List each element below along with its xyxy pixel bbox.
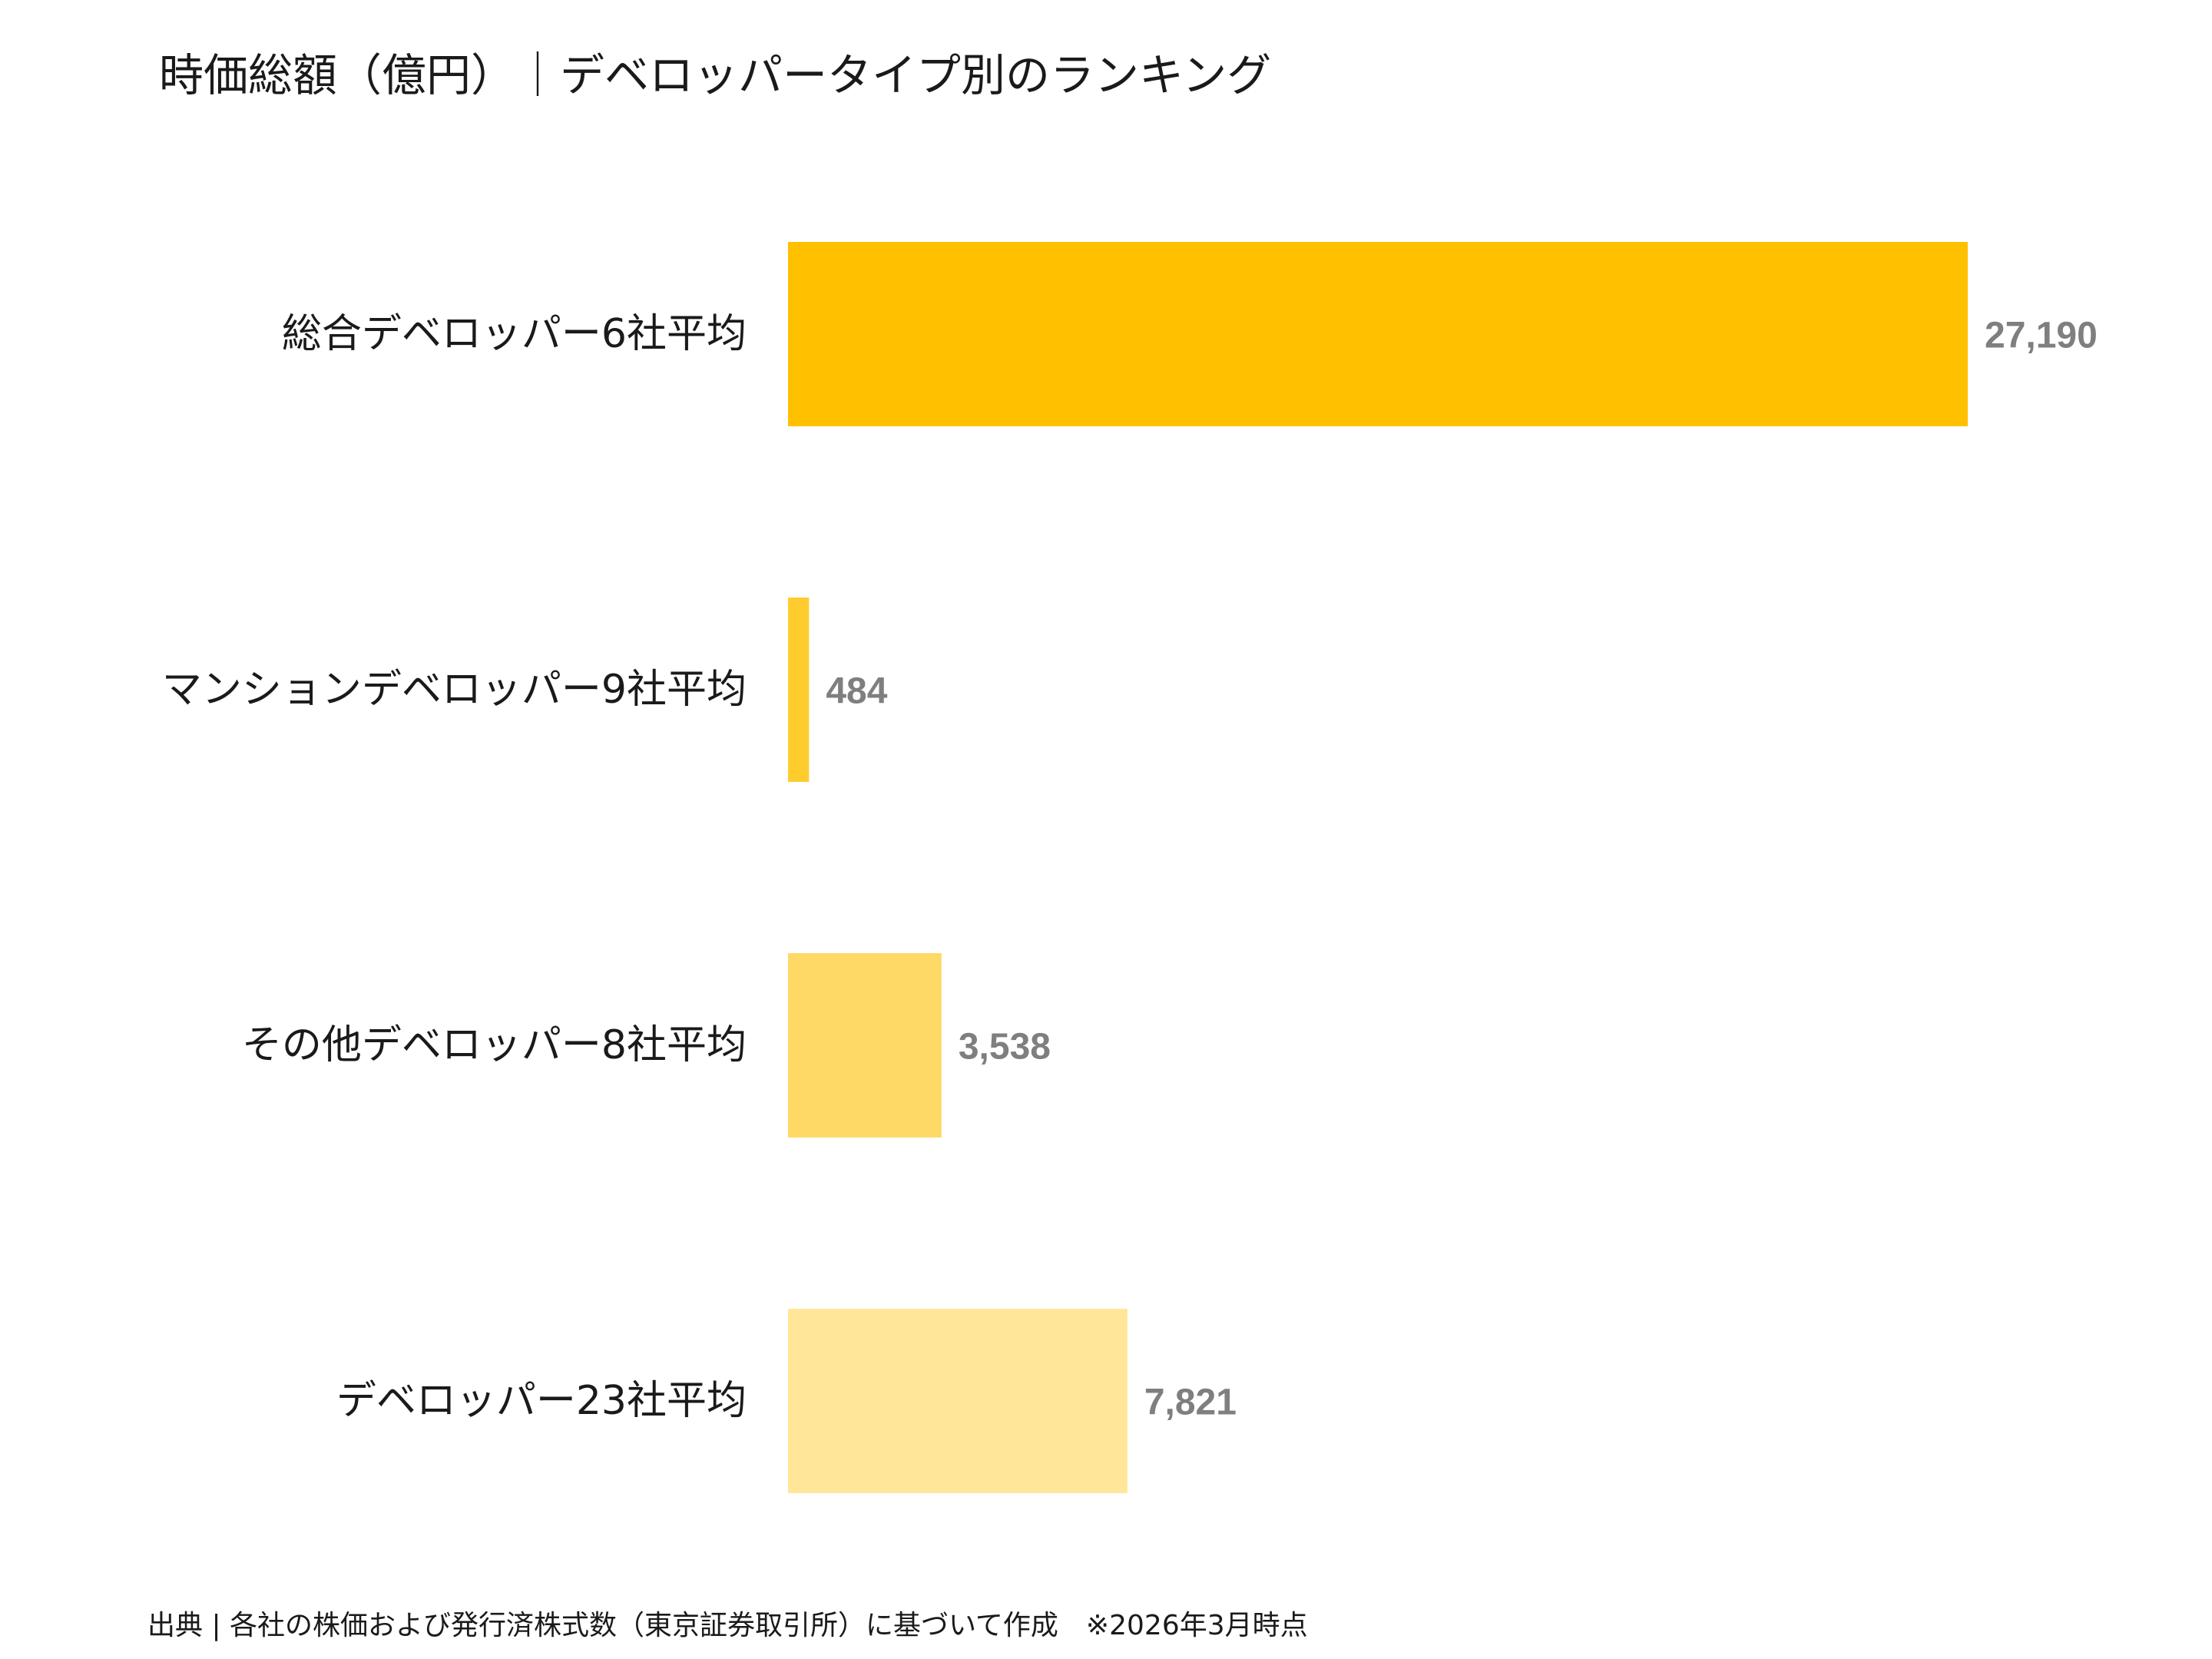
chart-title: 時価総額（億円）｜デベロッパータイプ別のランキング bbox=[159, 49, 1271, 101]
category-label-3: その他デベロッパー8社平均 bbox=[242, 1022, 747, 1068]
bar-1 bbox=[788, 242, 1968, 426]
value-label-3: 3,538 bbox=[959, 1027, 1051, 1068]
value-label-1: 27,190 bbox=[1985, 316, 2098, 356]
category-label-1: 総合デベロッパー6社平均 bbox=[282, 311, 747, 357]
bars-layer: 総合デベロッパー6社平均 27,190 マンションデベロッパー9社平均 484 その他デ… bbox=[162, 242, 2098, 1493]
bar-4 bbox=[788, 1309, 1128, 1493]
value-label-2: 484 bbox=[826, 671, 887, 712]
value-label-4: 7,821 bbox=[1144, 1382, 1237, 1423]
category-label-4: デベロッパー23社平均 bbox=[336, 1378, 747, 1424]
category-label-2: マンションデベロッパー9社平均 bbox=[162, 667, 747, 713]
source-note: 出典 | 各社の株価および発行済株式数（東京証券取引所）に基づいて作成 ※202… bbox=[147, 1610, 1308, 1641]
bar-3 bbox=[788, 953, 942, 1137]
bar-2 bbox=[788, 598, 810, 782]
